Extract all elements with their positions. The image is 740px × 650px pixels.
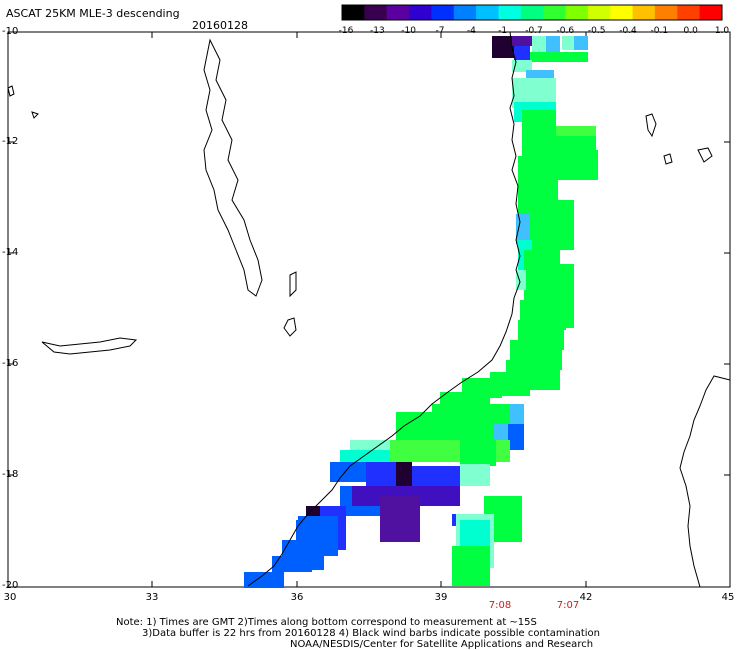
colorbar-label: -0.4 bbox=[619, 26, 637, 36]
colorbar-swatch bbox=[386, 5, 410, 20]
wind-cell bbox=[380, 496, 420, 542]
map-frame bbox=[7, 31, 731, 588]
wind-cell bbox=[420, 496, 460, 506]
lake-outline bbox=[289, 271, 297, 298]
wind-cell bbox=[556, 150, 598, 180]
colorbar-label: -0.1 bbox=[650, 26, 669, 36]
colorbar-label: 0.0 bbox=[683, 26, 698, 36]
wind-cell bbox=[512, 36, 532, 46]
wind-cell bbox=[556, 126, 596, 136]
colorbar-swatch bbox=[520, 5, 544, 20]
colorbar-swatch bbox=[543, 5, 567, 20]
madagascar-coastline bbox=[679, 375, 731, 588]
note-line-2: 3)Data buffer is 22 hrs from 20160128 4)… bbox=[142, 628, 600, 639]
colorbar-swatch bbox=[699, 5, 723, 20]
colorbar-label: -13 bbox=[369, 26, 385, 36]
colorbar-swatch bbox=[409, 5, 432, 20]
colorbar-label: 1.0 bbox=[714, 26, 730, 36]
wind-cell bbox=[460, 464, 490, 486]
colorbar-label: -10 bbox=[401, 26, 417, 36]
lon-label: 42 bbox=[579, 592, 593, 603]
wind-cell bbox=[396, 412, 506, 442]
colorbar-swatch bbox=[677, 5, 701, 20]
colorbar-swatch bbox=[654, 5, 678, 20]
lake-outline bbox=[41, 337, 138, 355]
colorbar-swatch bbox=[565, 5, 589, 20]
colorbar-swatch bbox=[364, 5, 388, 20]
wind-cell bbox=[530, 52, 588, 62]
island-outline bbox=[697, 147, 713, 163]
wind-cell bbox=[460, 440, 496, 466]
lon-label: 36 bbox=[290, 592, 304, 603]
colorbar-swatch bbox=[431, 5, 455, 20]
map-title: ASCAT 25KM MLE-3 descending bbox=[6, 7, 180, 20]
colorbar bbox=[341, 4, 723, 21]
wind-cell bbox=[452, 546, 490, 586]
grid-ticks bbox=[8, 32, 730, 587]
time-label: 7:07 bbox=[556, 600, 580, 611]
island-outline bbox=[7, 85, 15, 97]
colorbar-label: -0.6 bbox=[556, 26, 575, 36]
colorbar-swatch bbox=[342, 5, 365, 20]
island-outline bbox=[645, 113, 657, 138]
colorbar-label: -4 bbox=[466, 26, 476, 36]
colorbar-frame bbox=[341, 4, 723, 21]
lat-label: -10 bbox=[2, 26, 19, 37]
colorbar-swatch bbox=[498, 5, 522, 20]
lake-malawi-outline bbox=[203, 38, 263, 297]
coastlines bbox=[7, 31, 731, 588]
colorbar-swatch bbox=[632, 5, 656, 20]
lon-label: 30 bbox=[3, 592, 17, 603]
lon-label: 39 bbox=[434, 592, 448, 603]
lake-outline bbox=[283, 317, 297, 337]
wind-cell bbox=[512, 60, 532, 72]
wind-cell bbox=[460, 520, 490, 548]
time-label: 7:08 bbox=[488, 600, 512, 611]
wind-cell bbox=[506, 424, 524, 450]
wind-cell bbox=[574, 36, 588, 50]
colorbar-swatch bbox=[587, 5, 611, 20]
lat-label: -16 bbox=[2, 358, 19, 369]
lat-label: -18 bbox=[2, 469, 19, 480]
lat-label: -12 bbox=[2, 136, 19, 147]
colorbar-swatch bbox=[610, 5, 634, 20]
wind-cell bbox=[510, 404, 524, 424]
colorbar-label: -7 bbox=[435, 26, 445, 36]
wind-cell bbox=[524, 200, 574, 250]
note-line-1: Note: 1) Times are GMT 2)Times along bot… bbox=[116, 617, 537, 628]
colorbar-swatch bbox=[476, 5, 499, 20]
wind-cell bbox=[272, 556, 312, 572]
wind-data-cells bbox=[244, 36, 598, 588]
lon-label: 45 bbox=[721, 592, 735, 603]
wind-cell bbox=[492, 36, 514, 58]
wind-cell bbox=[514, 46, 530, 60]
island-outline bbox=[663, 153, 673, 165]
island-outline bbox=[31, 111, 39, 119]
colorbar-label: -1 bbox=[498, 26, 508, 36]
wind-cell bbox=[244, 572, 284, 588]
lat-label: -20 bbox=[2, 580, 19, 591]
wind-cell bbox=[366, 462, 396, 490]
colorbar-label: -0.7 bbox=[525, 26, 543, 36]
mainland-coastline bbox=[247, 31, 521, 587]
lat-label: -14 bbox=[2, 247, 19, 258]
wind-cell bbox=[516, 270, 526, 290]
colorbar-swatch bbox=[453, 5, 477, 20]
wind-cell bbox=[330, 462, 370, 482]
wind-cell bbox=[562, 36, 574, 50]
map-date: 20160128 bbox=[192, 19, 248, 32]
colorbar-label: -16 bbox=[338, 26, 354, 36]
note-line-3: NOAA/NESDIS/Center for Satellite Applica… bbox=[290, 639, 594, 650]
lon-label: 33 bbox=[145, 592, 159, 603]
colorbar-label: -0.5 bbox=[587, 26, 606, 36]
